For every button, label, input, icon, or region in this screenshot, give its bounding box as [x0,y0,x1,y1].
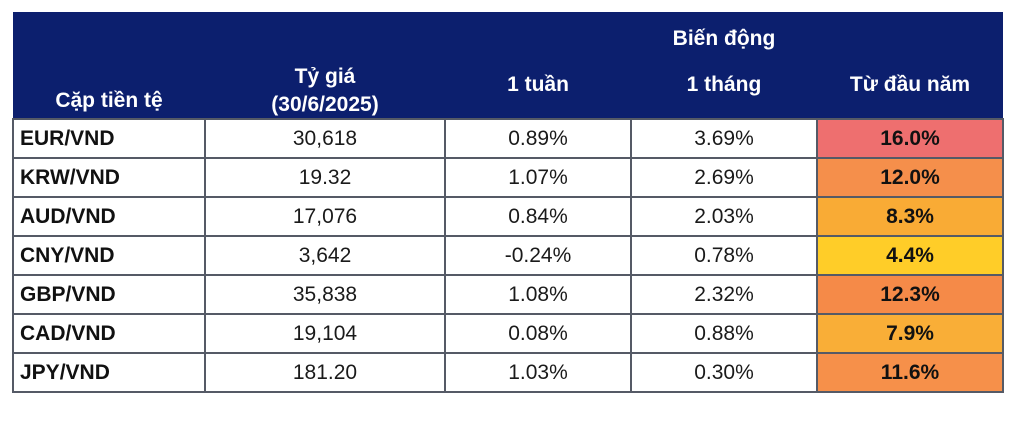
cell-currency-pair: JPY/VND [12,352,206,393]
exchange-rate-table: Cặp tiền tệ Tỷ giá (30/6/2025) Biến động… [12,12,1004,393]
cell-currency-pair: KRW/VND [12,157,206,198]
cell-change-month: 0.78% [630,235,818,276]
table-body: EUR/VND 30,618 0.89% 3.69% 16.0% KRW/VND 19.32… [12,118,1004,393]
header-change-ytd: Từ đầu năm [817,52,1003,119]
cell-change-month: 0.88% [630,313,818,354]
cell-change-month: 0.30% [630,352,818,393]
header-exchange-rate: Tỷ giá (30/6/2025) [205,12,445,119]
cell-exchange-rate: 17,076 [204,196,446,237]
cell-currency-pair: AUD/VND [12,196,206,237]
cell-change-ytd: 8.3% [816,196,1004,237]
cell-exchange-rate: 35,838 [204,274,446,315]
cell-change-ytd: 11.6% [816,352,1004,393]
cell-exchange-rate: 181.20 [204,352,446,393]
table-row: EUR/VND 30,618 0.89% 3.69% 16.0% [12,118,1004,159]
header-change-group: Biến động [445,12,1003,52]
cell-change-ytd: 12.0% [816,157,1004,198]
cell-exchange-rate: 19.32 [204,157,446,198]
header-rate-label: Tỷ giá [294,65,356,89]
cell-currency-pair: GBP/VND [12,274,206,315]
cell-exchange-rate: 3,642 [204,235,446,276]
cell-change-month: 2.69% [630,157,818,198]
cell-currency-pair: CAD/VND [12,313,206,354]
cell-change-week: 0.84% [444,196,632,237]
table-row: CNY/VND 3,642 -0.24% 0.78% 4.4% [12,235,1004,276]
table-row: GBP/VND 35,838 1.08% 2.32% 12.3% [12,274,1004,315]
header-change-week: 1 tuần [445,52,631,119]
table-row: CAD/VND 19,104 0.08% 0.88% 7.9% [12,313,1004,354]
header-currency-pair: Cặp tiền tệ [13,12,205,119]
cell-change-ytd: 16.0% [816,118,1004,159]
cell-change-month: 3.69% [630,118,818,159]
cell-change-week: 0.08% [444,313,632,354]
cell-exchange-rate: 19,104 [204,313,446,354]
cell-change-week: 1.03% [444,352,632,393]
cell-change-ytd: 4.4% [816,235,1004,276]
cell-currency-pair: CNY/VND [12,235,206,276]
table-header: Cặp tiền tệ Tỷ giá (30/6/2025) Biến động… [13,12,1003,119]
cell-exchange-rate: 30,618 [204,118,446,159]
cell-change-ytd: 12.3% [816,274,1004,315]
table-row: JPY/VND 181.20 1.03% 0.30% 11.6% [12,352,1004,393]
cell-change-week: 0.89% [444,118,632,159]
cell-change-week: 1.08% [444,274,632,315]
cell-change-week: 1.07% [444,157,632,198]
cell-change-week: -0.24% [444,235,632,276]
table-row: KRW/VND 19.32 1.07% 2.69% 12.0% [12,157,1004,198]
cell-change-month: 2.03% [630,196,818,237]
cell-change-month: 2.32% [630,274,818,315]
table-row: AUD/VND 17,076 0.84% 2.03% 8.3% [12,196,1004,237]
cell-change-ytd: 7.9% [816,313,1004,354]
cell-currency-pair: EUR/VND [12,118,206,159]
header-change-month: 1 tháng [631,52,817,119]
header-rate-date: (30/6/2025) [271,92,379,116]
exchange-rate-table-container: Cặp tiền tệ Tỷ giá (30/6/2025) Biến động… [12,12,1004,393]
